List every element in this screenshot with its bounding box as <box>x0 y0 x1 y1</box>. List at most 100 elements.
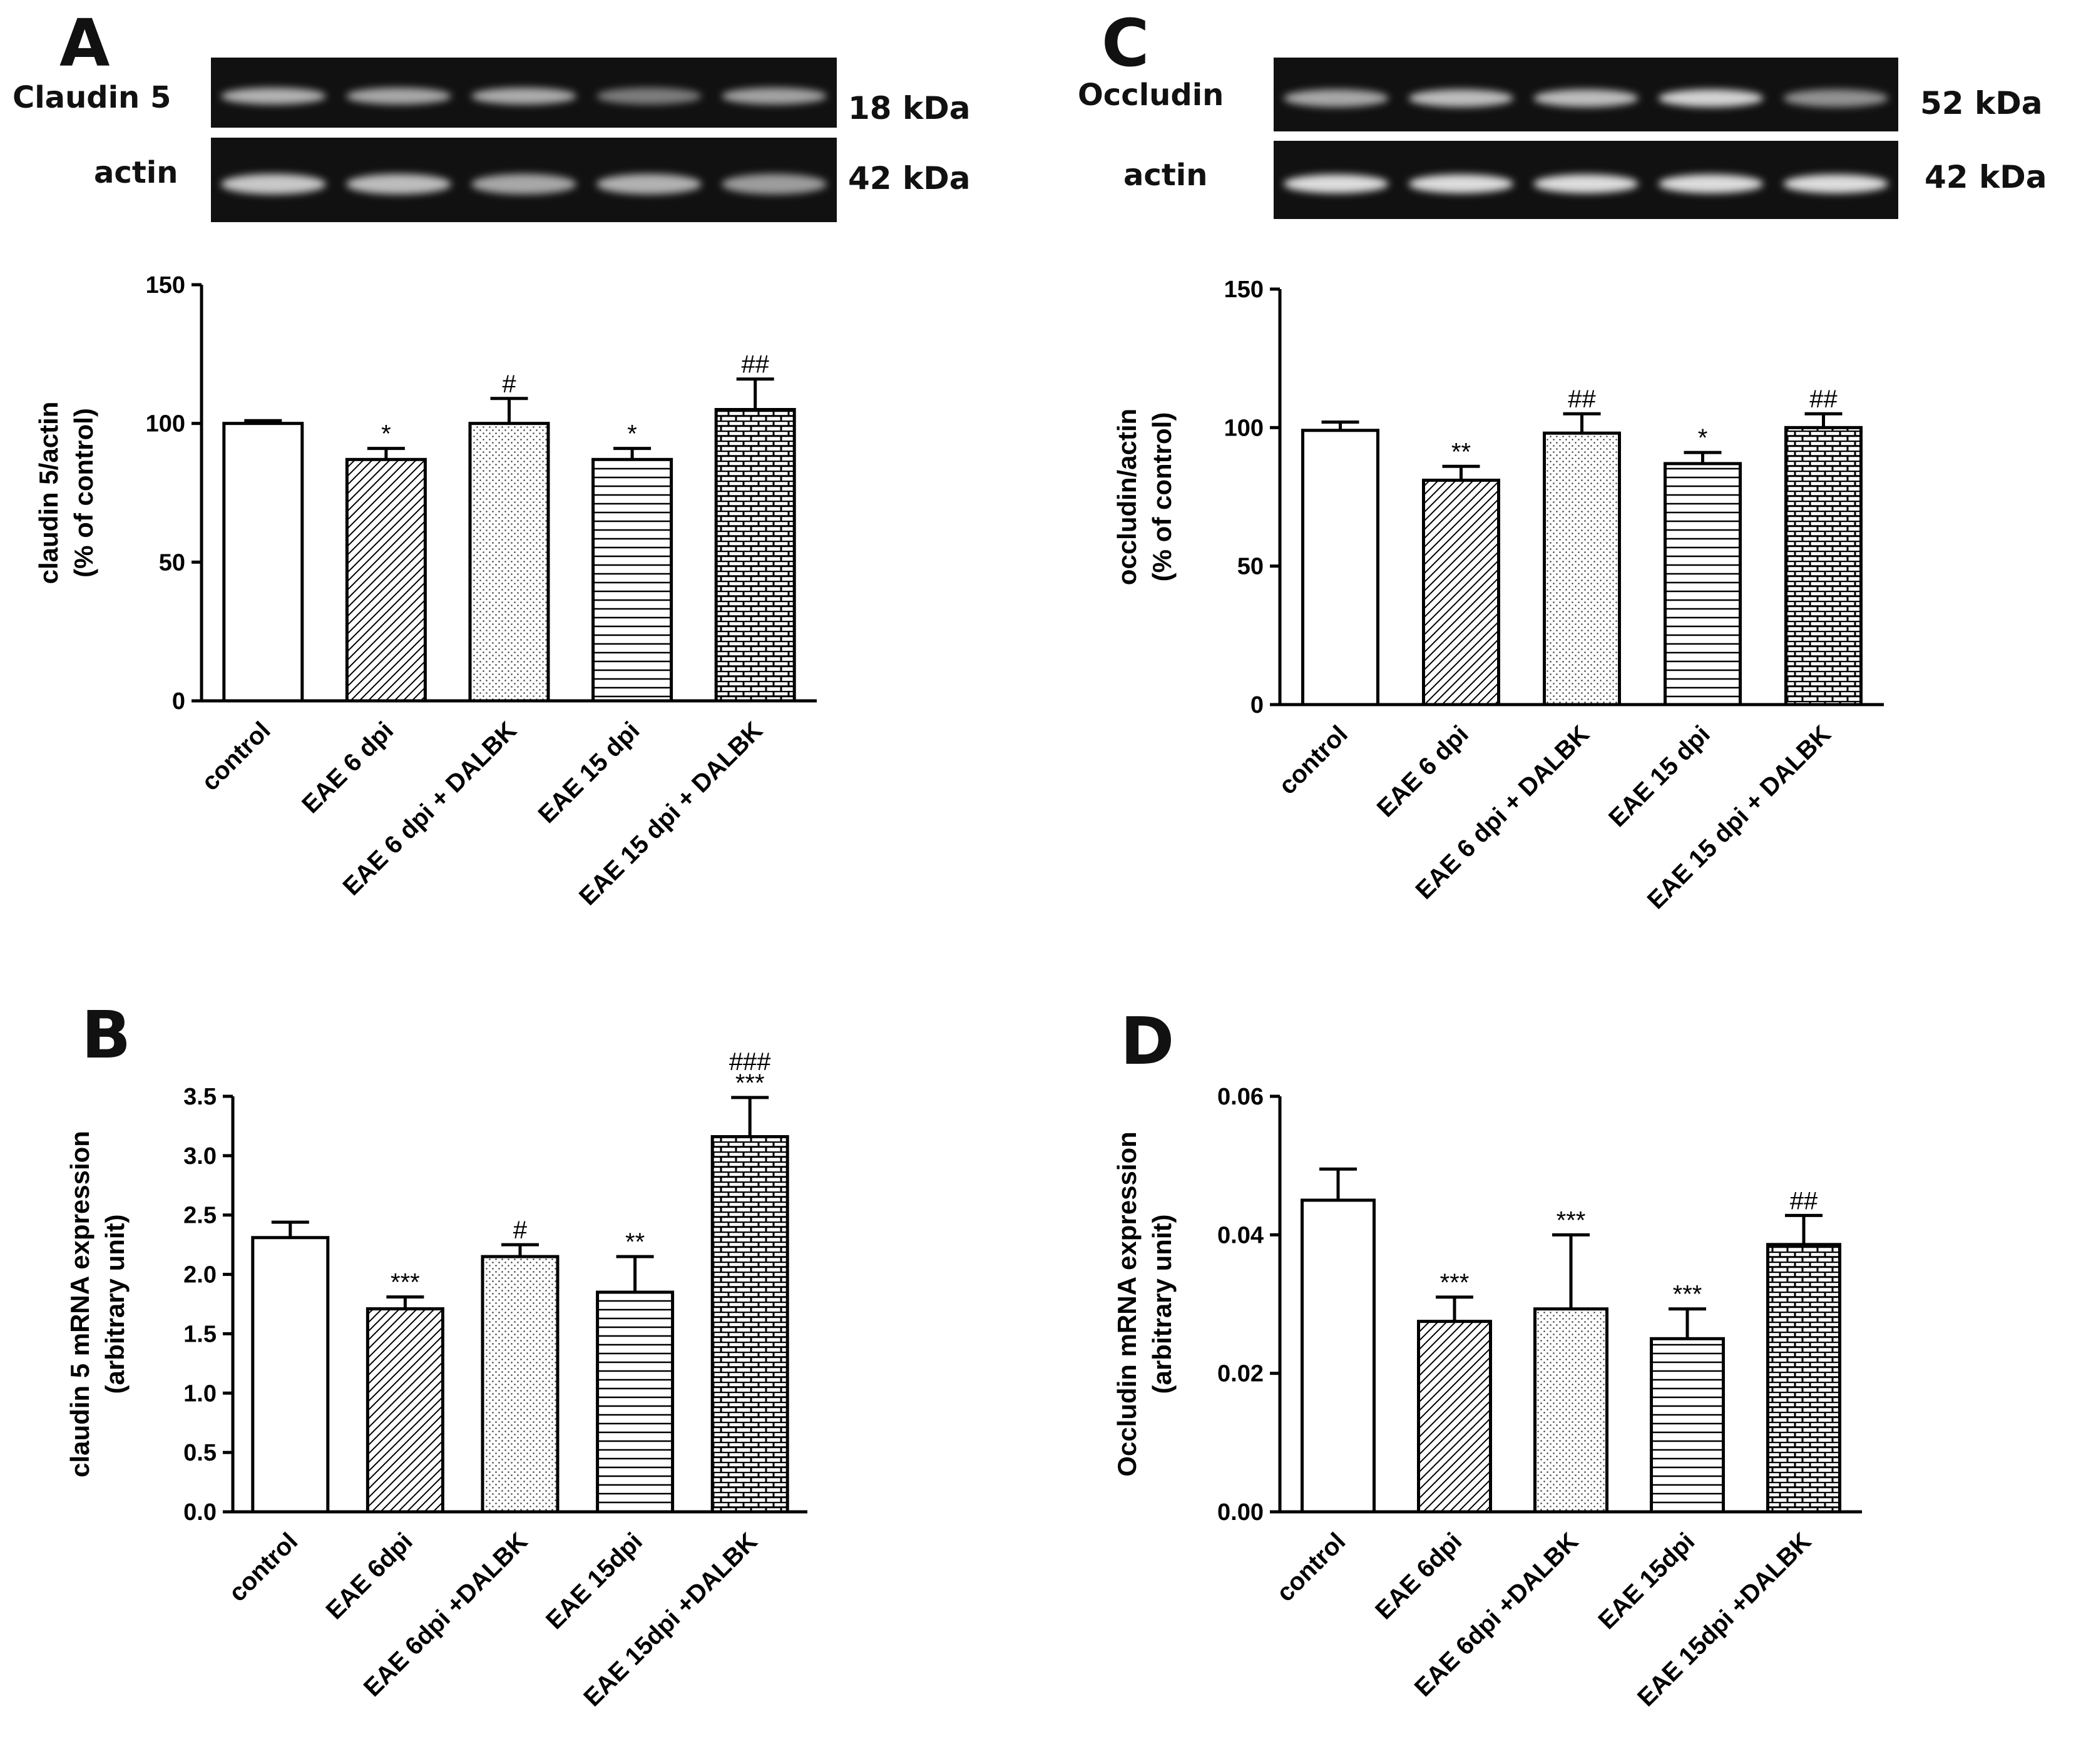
y-tick-label: 150 <box>1224 277 1264 303</box>
y-tick-label: 1.5 <box>183 1321 217 1347</box>
significance-label: ** <box>625 1228 645 1256</box>
category-label: control <box>197 716 276 796</box>
blot-a-row-1-label: Claudin 5 <box>13 80 171 115</box>
y-tick-label: 3.0 <box>183 1143 217 1170</box>
significance-label: ## <box>741 351 769 379</box>
blot-band <box>1658 174 1764 193</box>
y-axis-label: Occludin mRNA expression <box>1112 1131 1142 1477</box>
chart-a: 0 50 100 150 claudin 5/actin (% of control) co… <box>34 272 817 910</box>
bar-4 <box>591 457 673 703</box>
significance-label: ## <box>1790 1187 1818 1215</box>
bar-2 <box>1417 1320 1492 1514</box>
bar-1 <box>1301 429 1379 706</box>
chart-c: 0 50 100 150 occludin/actin (% of control) con… <box>1112 277 1884 914</box>
panel-label-a: A <box>59 5 110 81</box>
y-tick-label: 150 <box>146 272 185 298</box>
category-label: control <box>223 1527 303 1607</box>
bar-3 <box>468 422 550 703</box>
blot-band <box>1658 89 1764 108</box>
y-tick-label: 0.06 <box>1217 1084 1264 1110</box>
blot-band <box>1283 174 1389 193</box>
category-label: EAE 15dpi <box>541 1527 648 1634</box>
bar-4 <box>596 1290 675 1514</box>
bar-3 <box>1543 431 1621 706</box>
blot-band <box>722 88 827 105</box>
blot-a-row-2-label: actin <box>94 155 178 190</box>
significance-label: # <box>502 370 516 398</box>
blot-c-row-2-kda: 42 kDa <box>1925 159 2047 195</box>
significance-label: # <box>513 1216 528 1244</box>
blot-c-row-1-kda: 52 kDa <box>1920 85 2042 121</box>
bar-1 <box>251 1236 330 1514</box>
y-tick-label: 0.02 <box>1217 1361 1264 1387</box>
y-axis-label: (% of control) <box>1147 412 1177 582</box>
significance-label: ** <box>1451 438 1471 466</box>
y-tick-label: 100 <box>146 411 185 437</box>
category-label: EAE 15 dpi <box>533 716 645 828</box>
western-blot-c: Occludin 52 kDa actin 42 kDa <box>1078 58 2047 219</box>
blot-c-row-2-label: actin <box>1123 158 1207 193</box>
significance-label: *** <box>1557 1206 1586 1234</box>
bar-5 <box>1766 1243 1841 1514</box>
y-tick-label: 0 <box>172 688 185 715</box>
blot-band <box>346 88 451 105</box>
category-label: EAE 6dpi <box>1370 1527 1467 1624</box>
blot-band <box>1783 174 1889 193</box>
y-tick-label: 0.04 <box>1217 1222 1264 1248</box>
y-axis-label: occludin/actin <box>1112 409 1142 585</box>
chart-b: 0.0 0.5 1.0 1.5 2.0 2.5 3.0 3.5 claudin 5 mRNA e… <box>65 1048 807 1712</box>
blot-band <box>1408 174 1514 193</box>
y-axis-label: claudin 5/actin <box>34 402 63 584</box>
category-label: control <box>1271 1527 1351 1607</box>
significance-label: * <box>1698 424 1708 452</box>
significance-label: ### <box>729 1048 771 1076</box>
bar-2 <box>366 1307 444 1514</box>
blot-a-row-2-kda: 42 kDa <box>848 160 970 196</box>
bar-5 <box>710 1135 789 1514</box>
bar-1 <box>1301 1198 1376 1514</box>
bar-2 <box>345 457 427 703</box>
blot-c-row-1-label: Occludin <box>1078 78 1224 113</box>
panel-label-d: D <box>1120 1003 1174 1079</box>
y-tick-label: 2.0 <box>183 1262 217 1288</box>
y-tick-label: 0.0 <box>183 1499 217 1526</box>
blot-band <box>596 88 702 105</box>
significance-label: *** <box>735 1069 765 1097</box>
blot-band <box>596 174 702 195</box>
blot-band <box>1533 174 1639 193</box>
bar-4 <box>1664 462 1742 706</box>
blot-band <box>1408 89 1514 108</box>
y-tick-label: 0.00 <box>1217 1499 1264 1526</box>
significance-label: *** <box>391 1269 420 1297</box>
y-axis-label: (% of control) <box>69 408 98 578</box>
bar-5 <box>714 408 796 703</box>
category-label: EAE 6 dpi <box>1372 720 1474 822</box>
category-label: EAE 15 dpi <box>1603 720 1716 832</box>
bar-3 <box>1533 1307 1608 1514</box>
category-label: EAE 6dpi <box>320 1527 417 1624</box>
western-blot-a: Claudin 5 18 kDa actin 42 kDa <box>13 58 970 222</box>
y-tick-label: 50 <box>1237 554 1264 580</box>
significance-label: *** <box>1440 1269 1470 1297</box>
category-label: EAE 6 dpi <box>297 716 399 818</box>
y-tick-label: 0 <box>1250 692 1264 718</box>
blot-band <box>471 88 576 105</box>
blot-band <box>221 174 326 195</box>
blot-band <box>1783 89 1889 108</box>
bar-5 <box>1784 426 1863 706</box>
blot-band <box>471 174 576 195</box>
bar-1 <box>222 422 304 703</box>
blot-band <box>346 174 451 195</box>
y-tick-label: 3.5 <box>183 1084 217 1110</box>
blot-band <box>221 88 326 105</box>
bar-3 <box>481 1255 560 1514</box>
significance-label: ## <box>1809 385 1838 413</box>
bar-4 <box>1650 1337 1725 1514</box>
significance-label: *** <box>1673 1281 1702 1308</box>
blot-band <box>1283 89 1389 108</box>
bar-2 <box>1422 478 1500 706</box>
y-tick-label: 2.5 <box>183 1203 217 1229</box>
panel-label-c: C <box>1102 5 1149 81</box>
y-axis-label: (arbitrary unit) <box>100 1214 130 1394</box>
